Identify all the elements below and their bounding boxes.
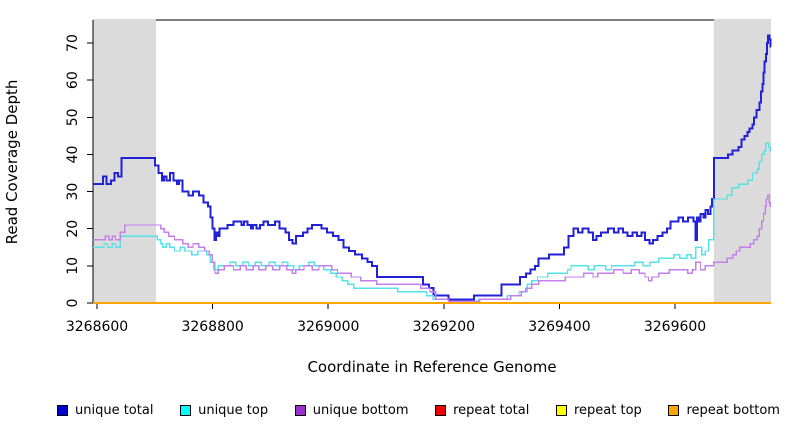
legend-label: unique top [198, 402, 269, 418]
legend-label: unique total [75, 402, 154, 418]
series-line-unique-total [93, 34, 772, 301]
legend-swatch-icon [668, 404, 680, 416]
legend-swatch-icon [57, 404, 68, 416]
x-tick-label: 3269600 [644, 319, 706, 335]
legend-swatch-icon [556, 404, 567, 416]
legend-entry-unique-bottom: unique bottom [294, 402, 409, 418]
legend-label: repeat bottom [686, 402, 780, 418]
legend-entry-unique-total: unique total [57, 403, 153, 418]
x-tick-label: 3269000 [297, 319, 359, 335]
series-line-unique-top [93, 142, 772, 302]
y-tick-label: 60 [65, 71, 81, 89]
x-axis-title: Coordinate in Reference Genome [307, 358, 557, 376]
y-tick-label: 30 [65, 183, 81, 201]
y-tick-label: 10 [65, 257, 81, 275]
x-tick-label: 3268600 [66, 319, 128, 335]
legend-entry-repeat-bottom: repeat bottom [668, 403, 780, 418]
legend: unique total unique top unique bottom repea… [57, 400, 780, 420]
legend-swatch-icon [435, 404, 447, 416]
legend-entry-repeat-total: repeat total [435, 403, 529, 418]
y-tick-label: 0 [65, 299, 81, 308]
y-tick-label: 20 [65, 220, 81, 238]
legend-entry-repeat-top: repeat top [556, 403, 642, 418]
legend-swatch-icon [294, 404, 306, 416]
x-tick-label: 3268800 [181, 319, 243, 335]
x-tick-label: 3269400 [528, 319, 590, 335]
legend-entry-unique-top: unique top [180, 403, 268, 418]
x-tick-label: 3269200 [413, 319, 475, 335]
legend-label: repeat top [574, 402, 642, 418]
y-tick-label: 70 [65, 34, 81, 52]
legend-label: repeat total [453, 402, 530, 418]
legend-label: unique bottom [312, 402, 409, 418]
y-tick-label: 40 [65, 146, 81, 164]
legend-swatch-icon [180, 404, 192, 416]
y-tick-label: 50 [65, 108, 81, 126]
shaded-region [93, 19, 157, 303]
series-line-unique-bottom [93, 194, 772, 302]
